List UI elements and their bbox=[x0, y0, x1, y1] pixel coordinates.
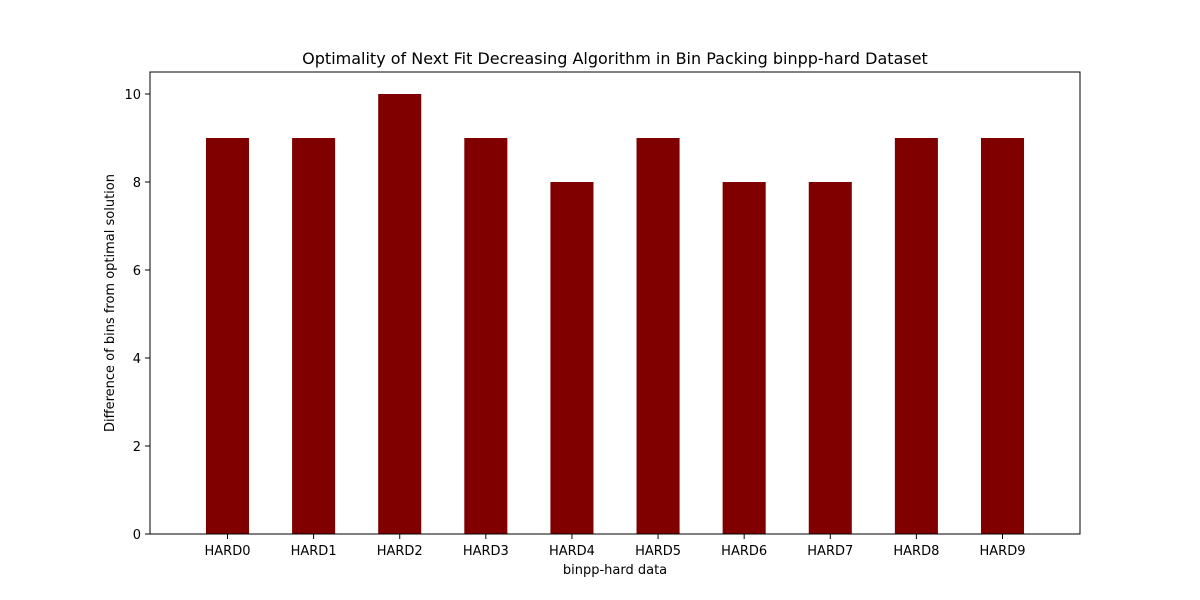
y-tick-label: 8 bbox=[133, 176, 141, 191]
y-tick-label: 10 bbox=[124, 88, 141, 103]
y-axis: 0 2 4 6 8 10 bbox=[124, 88, 150, 543]
y-tick-label: 2 bbox=[133, 440, 141, 455]
x-tick-label: HARD8 bbox=[893, 544, 939, 559]
x-tick-label: HARD0 bbox=[205, 544, 251, 559]
x-tick-label: HARD9 bbox=[980, 544, 1026, 559]
plot-frame bbox=[149, 71, 1081, 535]
x-tick-label: HARD2 bbox=[377, 544, 423, 559]
chart-title: Optimality of Next Fit Decreasing Algori… bbox=[302, 49, 928, 68]
bar-hard2 bbox=[378, 94, 422, 534]
bar-hard0 bbox=[205, 138, 250, 534]
bar-hard8 bbox=[894, 138, 938, 534]
x-tick-label: HARD5 bbox=[635, 544, 681, 559]
bar-hard3 bbox=[464, 138, 508, 534]
x-axis: HARD0 HARD1 HARD2 HARD3 HARD4 HARD5 HARD6 HARD7… bbox=[205, 534, 1026, 559]
y-axis-label: Difference of bins from optimal solution bbox=[103, 174, 118, 432]
y-tick-label: 4 bbox=[133, 352, 141, 367]
bar-hard5 bbox=[636, 138, 680, 534]
x-tick-label: HARD1 bbox=[291, 544, 337, 559]
bar-hard6 bbox=[722, 182, 766, 534]
bar-hard4 bbox=[550, 182, 594, 534]
x-tick-label: HARD3 bbox=[463, 544, 509, 559]
x-tick-label: HARD7 bbox=[807, 544, 853, 559]
x-tick-label: HARD4 bbox=[549, 544, 595, 559]
x-axis-label: binpp-hard data bbox=[563, 563, 667, 578]
y-tick-label: 6 bbox=[133, 264, 141, 279]
bar-hard1 bbox=[292, 138, 336, 534]
x-tick-label: HARD6 bbox=[721, 544, 767, 559]
y-tick-label: 0 bbox=[133, 528, 141, 543]
bars-group bbox=[205, 94, 1025, 534]
bar-hard9 bbox=[980, 138, 1025, 534]
bar-hard7 bbox=[808, 182, 852, 534]
